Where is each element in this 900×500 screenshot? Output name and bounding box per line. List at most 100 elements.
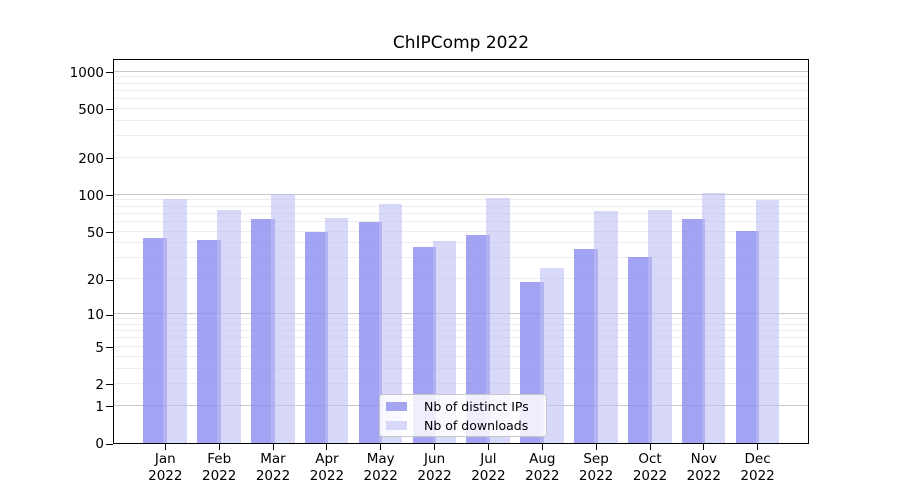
gridline-minor-20 — [114, 278, 808, 280]
x-tick-label-feb: Feb 2022 — [191, 451, 247, 485]
x-tick-mar — [272, 444, 274, 450]
x-tick-label-sep: Sep 2022 — [568, 451, 624, 485]
gridline-minor-8 — [114, 323, 808, 325]
bar-jul-downloads — [486, 198, 510, 443]
bar-may-downloads — [378, 204, 403, 443]
gridline-minor-500 — [114, 107, 808, 109]
legend-label-downloads: Nb of downloads — [424, 417, 529, 433]
legend: Nb of distinct IPs Nb of downloads — [379, 394, 547, 437]
x-label-year: 2022 — [686, 468, 721, 484]
x-tick-label-oct: Oct 2022 — [622, 451, 678, 485]
gridline-minor-40 — [114, 242, 808, 244]
gridline-minor-6 — [114, 337, 808, 339]
y-tick-label-100: 100 — [78, 187, 104, 204]
y-tick-label-20: 20 — [86, 272, 104, 289]
bar-apr-distinct-ips — [304, 231, 329, 443]
gridline-minor-5 — [114, 345, 808, 347]
x-tick-dec — [757, 444, 759, 450]
x-tick-jul — [487, 444, 489, 450]
bar-feb-distinct-ips — [197, 239, 221, 443]
x-tick-label-aug: Aug 2022 — [514, 451, 570, 485]
x-label-month: May — [366, 451, 395, 467]
bar-dec-distinct-ips — [735, 230, 760, 443]
gridline-minor-3 — [114, 367, 808, 369]
x-label-year: 2022 — [202, 468, 237, 484]
gridline-major-10 — [114, 313, 808, 315]
x-label-month: Feb — [207, 451, 232, 467]
gridline-minor-30 — [114, 257, 808, 259]
x-tick-may — [380, 444, 382, 450]
gridline-minor-200 — [114, 156, 808, 158]
y-tick-200 — [106, 158, 113, 160]
y-tick-label-10: 10 — [86, 307, 104, 324]
gridline-minor-800 — [114, 82, 808, 84]
gridline-minor-4 — [114, 355, 808, 357]
x-label-month: Mar — [260, 451, 286, 467]
x-tick-oct — [649, 444, 651, 450]
x-tick-feb — [218, 444, 220, 450]
bar-nov-downloads — [701, 192, 726, 443]
y-tick-1000 — [106, 72, 113, 73]
x-label-year: 2022 — [740, 468, 775, 484]
bar-sep-distinct-ips — [574, 248, 598, 443]
y-tick-0 — [106, 443, 113, 445]
gridline-major-1000 — [114, 70, 808, 72]
gridline-minor-700 — [114, 89, 808, 91]
gridline-minor-50 — [114, 230, 808, 232]
bar-may-distinct-ips — [358, 221, 383, 443]
gridline-minor-600 — [114, 97, 808, 99]
x-label-year: 2022 — [148, 468, 183, 484]
y-tick-100 — [106, 195, 113, 197]
x-label-year: 2022 — [255, 468, 291, 484]
legend-label-distinct-ips: Nb of distinct IPs — [424, 398, 529, 414]
y-tick-label-200: 200 — [78, 150, 104, 167]
x-tick-label-mar: Mar 2022 — [245, 451, 301, 485]
x-label-month: Jan — [154, 451, 176, 467]
bar-jun-downloads — [432, 240, 457, 443]
gridline-minor-400 — [114, 119, 808, 121]
gridline-minor-300 — [114, 135, 808, 137]
bar-sep-downloads — [594, 210, 618, 443]
bar-jan-distinct-ips — [143, 238, 167, 443]
plot-area: Nb of distinct IPs Nb of downloads — [113, 59, 809, 444]
x-label-year: 2022 — [309, 468, 345, 484]
x-tick-label-jun: Jun 2022 — [407, 451, 463, 485]
x-tick-jan — [164, 444, 166, 450]
x-label-year: 2022 — [471, 468, 506, 484]
gridlines-layer — [114, 60, 808, 443]
bar-apr-downloads — [324, 217, 349, 443]
y-tick-label-50: 50 — [86, 224, 104, 241]
bar-dec-downloads — [755, 199, 780, 443]
x-label-month: Aug — [529, 451, 556, 467]
bar-oct-downloads — [648, 210, 672, 443]
gridline-minor-70 — [114, 212, 808, 214]
y-tick-label-2: 2 — [95, 376, 104, 393]
gridline-minor-2 — [114, 382, 808, 384]
x-tick-aug — [541, 444, 543, 450]
y-tick-10 — [106, 314, 113, 316]
x-tick-sep — [595, 444, 597, 450]
x-label-month: Oct — [638, 451, 662, 467]
y-tick-label-1000: 1000 — [69, 64, 104, 81]
x-tick-label-apr: Apr 2022 — [299, 451, 355, 485]
y-tick-20 — [106, 279, 113, 281]
gridline-minor-900 — [114, 76, 808, 78]
bar-jul-distinct-ips — [466, 234, 490, 443]
bar-jan-downloads — [163, 198, 187, 443]
x-tick-jun — [434, 444, 436, 450]
bars-layer — [114, 60, 808, 443]
x-label-year: 2022 — [632, 468, 668, 484]
y-tick-50 — [106, 232, 113, 234]
y-tick-label-0: 0 — [95, 436, 104, 452]
x-tick-apr — [326, 444, 328, 450]
bar-feb-downloads — [217, 210, 241, 443]
legend-swatch-distinct-ips — [386, 401, 407, 411]
x-label-year: 2022 — [417, 468, 452, 484]
y-tick-label-500: 500 — [78, 101, 104, 118]
x-label-month: Apr — [315, 451, 339, 467]
bar-oct-distinct-ips — [628, 256, 652, 443]
x-tick-label-nov: Nov 2022 — [676, 451, 732, 485]
y-tick-label-5: 5 — [95, 339, 104, 356]
x-tick-label-dec: Dec 2022 — [730, 451, 786, 485]
